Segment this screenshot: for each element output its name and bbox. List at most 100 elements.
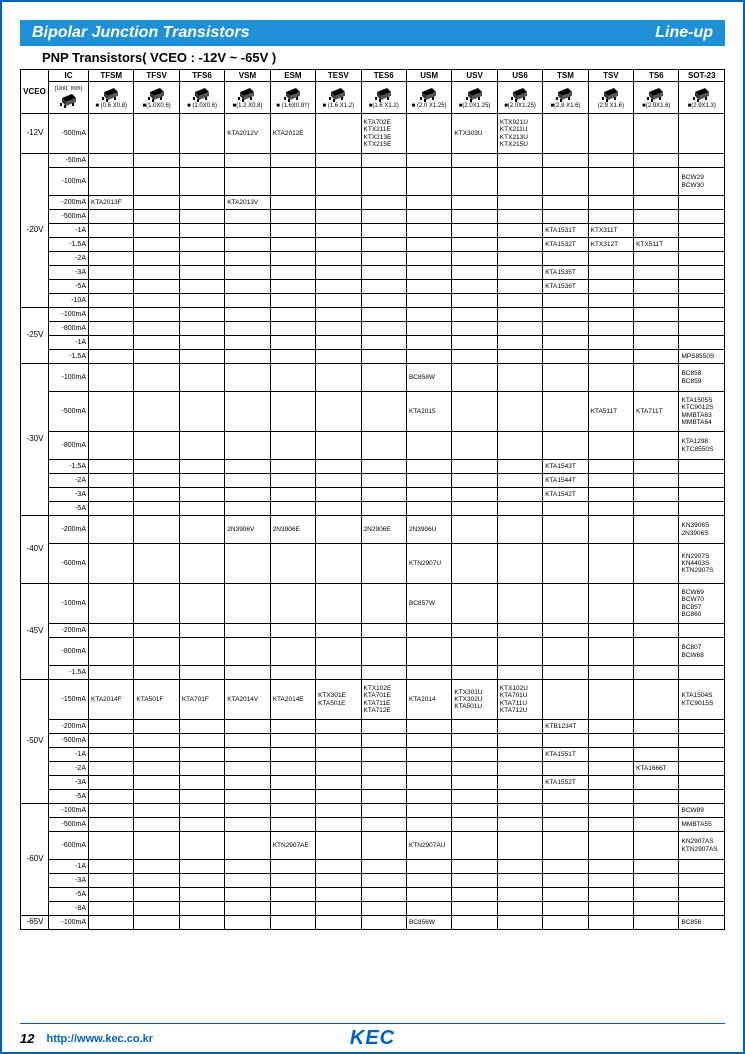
- part-cell: [316, 322, 361, 336]
- part-cell: [225, 252, 270, 266]
- table-row: -800mA: [21, 322, 725, 336]
- part-cell: [270, 266, 315, 280]
- part-cell: [588, 762, 633, 776]
- part-cell: [588, 294, 633, 308]
- part-cell: [679, 474, 725, 488]
- part-cell: [497, 308, 542, 322]
- part-cell: [588, 624, 633, 638]
- part-cell: [588, 916, 633, 930]
- part-cell: [270, 638, 315, 666]
- part-cell: [543, 350, 588, 364]
- part-cell: [634, 734, 679, 748]
- part-cell: [679, 748, 725, 762]
- part-cell: [225, 720, 270, 734]
- part-cell: [452, 818, 497, 832]
- part-cell: [225, 460, 270, 474]
- part-cell: [270, 488, 315, 502]
- part-cell: [497, 666, 542, 680]
- part-cell: [588, 720, 633, 734]
- part-cell: [361, 832, 406, 860]
- table-row: -1.5A: [21, 666, 725, 680]
- table-row: -5A: [21, 502, 725, 516]
- part-cell: [406, 168, 451, 196]
- table-row: -500mA: [21, 734, 725, 748]
- part-cell: [406, 818, 451, 832]
- part-cell: [588, 776, 633, 790]
- part-cell: [89, 916, 134, 930]
- part-cell: [316, 832, 361, 860]
- part-cell: [270, 224, 315, 238]
- part-cell: [543, 666, 588, 680]
- part-cell: [89, 488, 134, 502]
- ic-cell: -3A: [49, 488, 89, 502]
- part-cell: [588, 488, 633, 502]
- part-cell: [225, 502, 270, 516]
- part-cell: KTA2012E: [270, 114, 315, 154]
- part-cell: [452, 860, 497, 874]
- part-cell: [316, 666, 361, 680]
- part-cell: [497, 488, 542, 502]
- part-cell: [316, 584, 361, 624]
- part-cell: [361, 804, 406, 818]
- part-cell: [679, 624, 725, 638]
- part-cell: [225, 902, 270, 916]
- part-cell: KTN2907AE: [270, 832, 315, 860]
- part-cell: [225, 638, 270, 666]
- part-cell: [179, 790, 224, 804]
- part-cell: [179, 460, 224, 474]
- part-cell: [543, 392, 588, 432]
- vceo-cell: -45V: [21, 584, 49, 680]
- header-row: VCEOICTFSMTFSVTFS6VSMESMTESVTES6USMUSVUS…: [21, 70, 725, 82]
- part-cell: [497, 350, 542, 364]
- part-cell: [361, 860, 406, 874]
- part-cell: [361, 266, 406, 280]
- part-cell: [361, 154, 406, 168]
- table-row: -10A: [21, 294, 725, 308]
- part-cell: [225, 748, 270, 762]
- col-header: TESV: [316, 70, 361, 82]
- ic-cell: -1A: [49, 224, 89, 238]
- part-cell: [225, 224, 270, 238]
- part-cell: [406, 460, 451, 474]
- part-cell: [179, 720, 224, 734]
- part-cell: [270, 364, 315, 392]
- part-cell: [497, 168, 542, 196]
- table-head: VCEOICTFSMTFSVTFS6VSMESMTESVTES6USMUSVUS…: [21, 70, 725, 114]
- ic-cell: -1.5A: [49, 666, 89, 680]
- part-cell: [316, 720, 361, 734]
- part-cell: [134, 474, 179, 488]
- col-header: TSV: [588, 70, 633, 82]
- part-cell: 2N2906E: [361, 516, 406, 544]
- part-cell: [89, 432, 134, 460]
- part-cell: [270, 720, 315, 734]
- part-cell: [452, 350, 497, 364]
- part-cell: KTA1543T: [543, 460, 588, 474]
- part-cell: [89, 720, 134, 734]
- part-cell: [543, 888, 588, 902]
- part-cell: [225, 818, 270, 832]
- part-cell: [89, 322, 134, 336]
- part-cell: [89, 114, 134, 154]
- part-cell: [634, 336, 679, 350]
- table-row: -50V-150mAKTA2014FKTA501FKTA701FKTA2014V…: [21, 680, 725, 720]
- part-cell: [452, 874, 497, 888]
- part-cell: [134, 720, 179, 734]
- part-cell: [634, 776, 679, 790]
- part-cell: [179, 804, 224, 818]
- vceo-cell: -30V: [21, 364, 49, 516]
- table-row: -500mAMMBTA55: [21, 818, 725, 832]
- ic-cell: -100mA: [49, 168, 89, 196]
- table-row: -1AKTA1551T: [21, 748, 725, 762]
- part-cell: [497, 364, 542, 392]
- part-cell: [179, 584, 224, 624]
- part-cell: [588, 804, 633, 818]
- part-cell: [225, 474, 270, 488]
- page-number: 12: [20, 1031, 34, 1046]
- part-cell: [543, 502, 588, 516]
- part-cell: [134, 832, 179, 860]
- part-cell: [543, 196, 588, 210]
- col-header: ESM: [270, 70, 315, 82]
- part-cell: [179, 280, 224, 294]
- part-cell: [634, 114, 679, 154]
- part-cell: [588, 666, 633, 680]
